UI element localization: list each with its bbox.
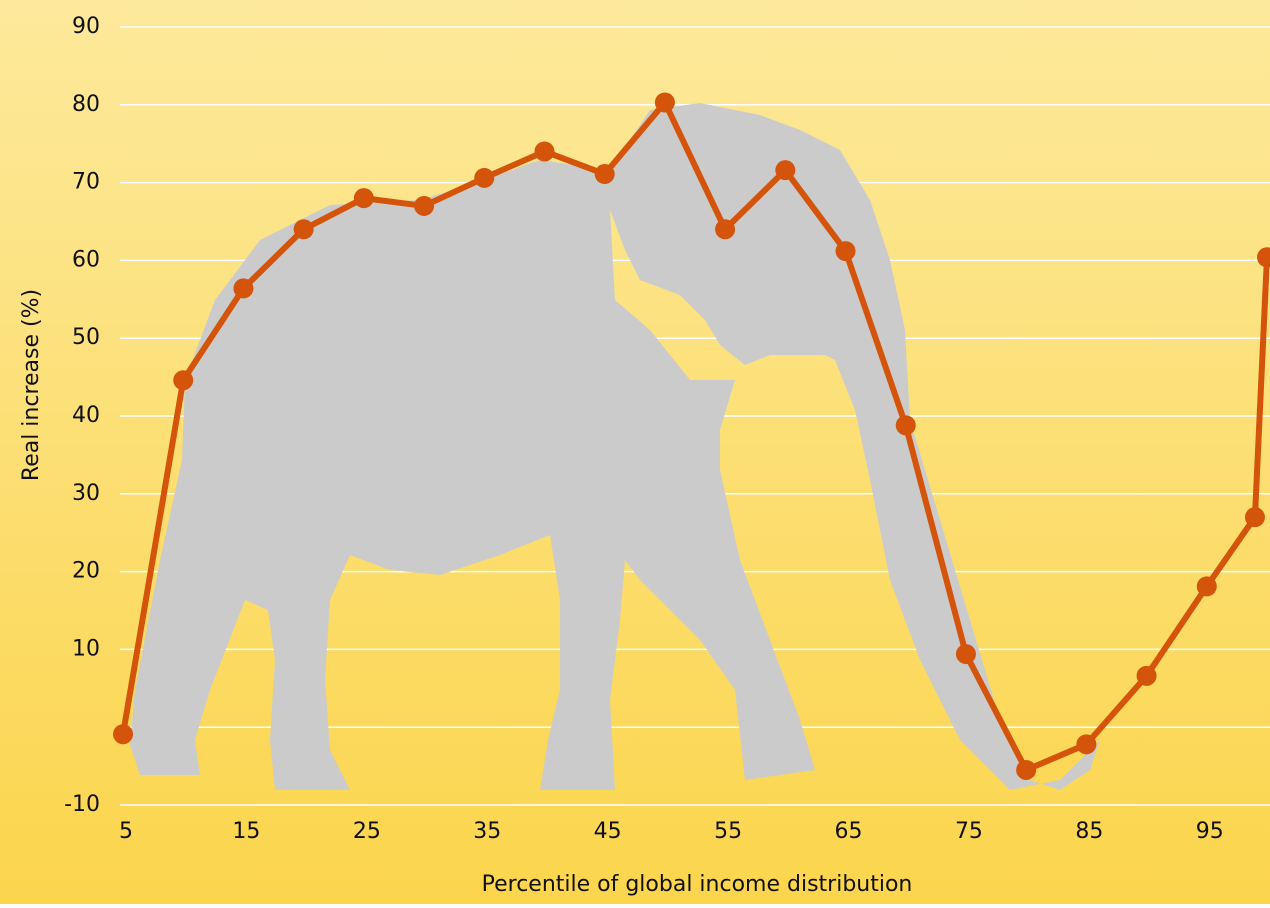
x-tick-label: 35 [473,819,501,844]
data-point [956,644,976,664]
y-tick-label: 70 [72,170,100,195]
data-point [233,278,253,298]
data-point [414,196,434,216]
y-tick-label: 80 [72,92,100,117]
data-point [775,160,795,180]
data-point [655,92,675,112]
x-tick-label: 85 [1075,819,1103,844]
data-point [173,370,193,390]
y-tick-label: 60 [72,247,100,272]
page: -10 10 20 30 40 50 60 70 80 90 5 15 25 35 45 55 65 75 85 95… [0,0,1270,908]
x-tick-label: 15 [232,819,260,844]
y-tick-label: -10 [64,792,100,817]
data-point [1137,666,1157,686]
y-tick-label: 20 [72,559,100,584]
data-point [595,164,615,184]
y-axis-label: Real increase (%) [19,289,44,481]
y-tick-label: 10 [72,636,100,661]
data-point [1076,734,1096,754]
x-axis-label: Percentile of global income distribution [482,872,913,897]
x-tick-label: 75 [955,819,983,844]
x-tick-label: 5 [119,819,133,844]
y-tick-label: 30 [72,481,100,506]
data-point [113,724,133,744]
data-point [474,168,494,188]
x-tick-label: 25 [353,819,381,844]
x-tick-label: 95 [1196,819,1224,844]
data-point [836,241,856,261]
data-point [1197,576,1217,596]
data-point [354,188,374,208]
chart: -10 10 20 30 40 50 60 70 80 90 5 15 25 35 45 55 65 75 85 95… [0,0,1270,904]
x-tick-label: 55 [714,819,742,844]
x-tick-label: 65 [835,819,863,844]
y-tick-label: 50 [72,325,100,350]
data-point [1245,507,1265,527]
data-point [534,141,554,161]
y-tick-label: 90 [72,14,100,39]
data-point [896,415,916,435]
data-point [1016,760,1036,780]
y-tick-label: 40 [72,403,100,428]
data-point [715,219,735,239]
data-point [294,219,314,239]
x-tick-label: 45 [594,819,622,844]
